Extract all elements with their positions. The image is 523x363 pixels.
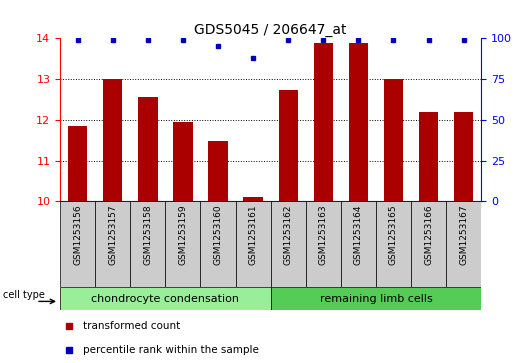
Text: GSM1253164: GSM1253164: [354, 204, 363, 265]
Bar: [271, 201, 306, 287]
Text: GSM1253158: GSM1253158: [143, 204, 152, 265]
Bar: [235, 201, 271, 287]
Bar: [130, 201, 165, 287]
Text: GSM1253166: GSM1253166: [424, 204, 433, 265]
Bar: [306, 201, 341, 287]
Bar: [454, 112, 473, 201]
Text: GSM1253156: GSM1253156: [73, 204, 82, 265]
Text: cell type: cell type: [3, 290, 45, 300]
Bar: [244, 197, 263, 201]
Text: GSM1253157: GSM1253157: [108, 204, 117, 265]
Bar: [208, 141, 228, 201]
Text: GSM1253161: GSM1253161: [248, 204, 258, 265]
Bar: [165, 201, 200, 287]
Bar: [60, 201, 95, 287]
Text: GSM1253162: GSM1253162: [283, 204, 293, 265]
Text: remaining limb cells: remaining limb cells: [320, 294, 433, 303]
Bar: [103, 79, 122, 201]
Bar: [341, 201, 376, 287]
Text: GSM1253159: GSM1253159: [178, 204, 187, 265]
Bar: [376, 201, 411, 287]
Bar: [138, 97, 157, 201]
Bar: [411, 201, 446, 287]
Bar: [60, 287, 271, 310]
Text: percentile rank within the sample: percentile rank within the sample: [83, 345, 259, 355]
Bar: [384, 79, 403, 201]
Bar: [200, 201, 235, 287]
Text: GSM1253163: GSM1253163: [319, 204, 328, 265]
Text: GSM1253165: GSM1253165: [389, 204, 398, 265]
Bar: [95, 201, 130, 287]
Text: chondrocyte condensation: chondrocyte condensation: [92, 294, 240, 303]
Text: transformed count: transformed count: [83, 321, 180, 331]
Bar: [68, 126, 87, 201]
Text: GSM1253160: GSM1253160: [213, 204, 222, 265]
Bar: [271, 287, 481, 310]
Bar: [173, 122, 192, 201]
Bar: [419, 112, 438, 201]
Bar: [279, 90, 298, 201]
Bar: [349, 44, 368, 201]
Text: GSM1253167: GSM1253167: [459, 204, 468, 265]
Title: GDS5045 / 206647_at: GDS5045 / 206647_at: [195, 23, 347, 37]
Bar: [446, 201, 481, 287]
Bar: [314, 43, 333, 201]
